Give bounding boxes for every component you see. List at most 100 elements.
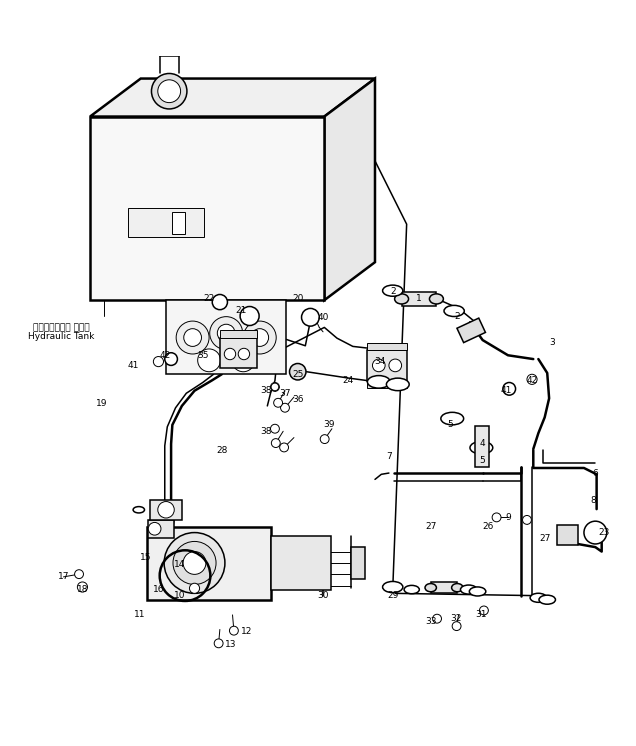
Circle shape — [272, 439, 280, 448]
Ellipse shape — [470, 442, 493, 454]
Circle shape — [176, 321, 209, 354]
Circle shape — [78, 582, 88, 592]
Circle shape — [452, 621, 461, 630]
Polygon shape — [90, 78, 375, 116]
Bar — [557, 525, 577, 545]
Text: 17: 17 — [58, 572, 69, 581]
Text: 21: 21 — [235, 307, 246, 316]
Text: 5: 5 — [447, 421, 453, 430]
Ellipse shape — [383, 285, 403, 296]
Text: 29: 29 — [387, 592, 398, 601]
Circle shape — [190, 583, 200, 593]
Bar — [368, 350, 406, 380]
Text: 6: 6 — [593, 468, 598, 477]
Text: 22: 22 — [204, 294, 215, 303]
Text: 2: 2 — [390, 287, 396, 296]
Circle shape — [270, 424, 279, 433]
Ellipse shape — [444, 305, 464, 316]
Circle shape — [153, 357, 163, 367]
Circle shape — [212, 295, 228, 310]
Text: 12: 12 — [242, 627, 252, 636]
Ellipse shape — [530, 593, 546, 602]
Text: 39: 39 — [324, 421, 335, 430]
Text: ハイドロリック タンク: ハイドロリック タンク — [33, 323, 90, 332]
Text: 14: 14 — [174, 560, 186, 568]
Text: 15: 15 — [140, 554, 151, 562]
Circle shape — [584, 521, 607, 544]
Circle shape — [240, 307, 259, 325]
Text: 4: 4 — [480, 439, 485, 448]
Circle shape — [158, 80, 181, 103]
Ellipse shape — [133, 507, 144, 513]
Text: 42: 42 — [527, 376, 537, 385]
Bar — [220, 330, 256, 337]
Bar — [351, 547, 365, 580]
Text: 11: 11 — [134, 610, 145, 619]
Bar — [166, 300, 286, 374]
Text: 8: 8 — [590, 496, 596, 505]
Circle shape — [225, 348, 236, 360]
Text: 26: 26 — [482, 521, 494, 530]
Text: 10: 10 — [174, 592, 186, 601]
Circle shape — [373, 359, 385, 372]
Circle shape — [301, 308, 319, 326]
Ellipse shape — [404, 586, 419, 594]
Text: 34: 34 — [375, 357, 386, 366]
Circle shape — [198, 349, 221, 372]
Circle shape — [251, 329, 268, 346]
Circle shape — [184, 329, 202, 346]
Circle shape — [492, 513, 501, 521]
Circle shape — [280, 443, 289, 452]
Circle shape — [151, 74, 187, 109]
Text: 38: 38 — [260, 386, 272, 395]
Circle shape — [270, 383, 279, 392]
Bar — [128, 208, 204, 237]
Text: 33: 33 — [425, 617, 436, 626]
Circle shape — [389, 359, 401, 372]
Circle shape — [503, 383, 516, 395]
Text: 7: 7 — [386, 452, 392, 461]
Circle shape — [165, 353, 177, 366]
Text: Hydraulic Tank: Hydraulic Tank — [29, 332, 95, 341]
Circle shape — [232, 349, 254, 372]
Bar — [368, 342, 406, 350]
Text: 27: 27 — [539, 534, 550, 543]
Text: 37: 37 — [279, 389, 291, 398]
Circle shape — [317, 571, 329, 583]
Ellipse shape — [368, 375, 391, 388]
Ellipse shape — [469, 587, 486, 596]
Text: 2: 2 — [455, 312, 460, 321]
Circle shape — [289, 363, 306, 380]
Text: 5: 5 — [480, 456, 485, 465]
Circle shape — [273, 398, 282, 407]
Text: 36: 36 — [292, 395, 303, 404]
Circle shape — [244, 321, 276, 354]
Text: 40: 40 — [317, 313, 329, 322]
Circle shape — [523, 515, 532, 524]
Circle shape — [210, 316, 243, 350]
Bar — [431, 582, 457, 593]
Ellipse shape — [383, 581, 403, 592]
Bar — [150, 500, 182, 520]
Circle shape — [480, 606, 488, 615]
Bar — [90, 116, 324, 300]
Text: 28: 28 — [216, 446, 228, 455]
Text: 27: 27 — [425, 521, 436, 530]
Ellipse shape — [452, 583, 463, 592]
Text: 42: 42 — [159, 351, 170, 360]
Circle shape — [74, 570, 83, 579]
Text: 41: 41 — [501, 386, 513, 395]
Text: 41: 41 — [127, 361, 139, 370]
Bar — [148, 520, 174, 538]
Text: 32: 32 — [450, 614, 462, 623]
Bar — [220, 337, 256, 368]
Text: 16: 16 — [153, 585, 164, 594]
Circle shape — [432, 614, 441, 623]
Text: 24: 24 — [343, 376, 354, 385]
Circle shape — [527, 374, 537, 384]
Circle shape — [173, 542, 216, 585]
Circle shape — [280, 404, 289, 413]
Text: 20: 20 — [292, 294, 303, 303]
Text: 13: 13 — [225, 639, 237, 648]
Text: 35: 35 — [197, 351, 209, 360]
